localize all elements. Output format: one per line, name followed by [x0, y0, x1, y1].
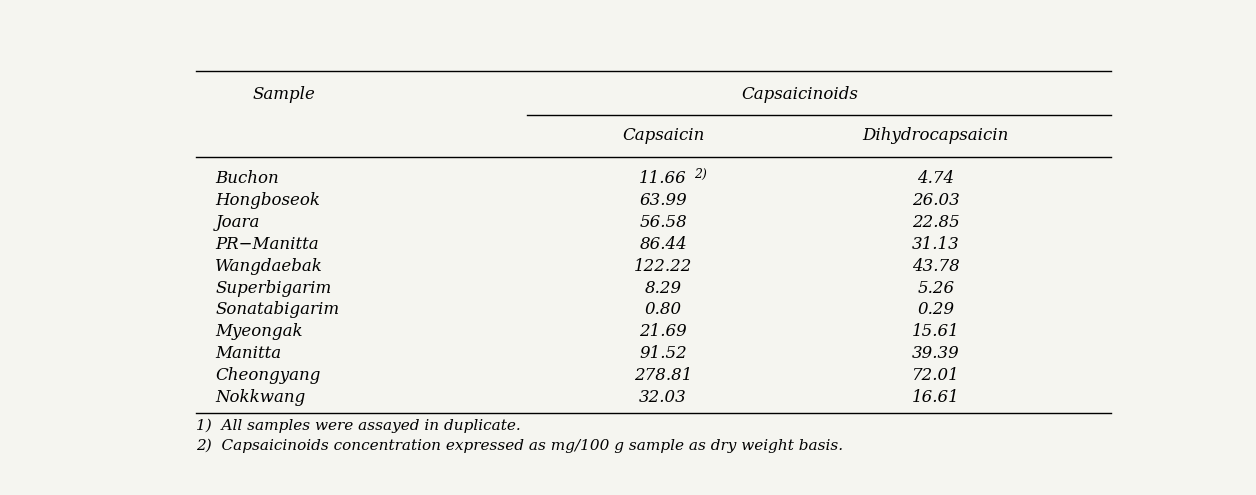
- Text: Capsaicinoids: Capsaicinoids: [741, 86, 858, 103]
- Text: Nokkwang: Nokkwang: [216, 389, 305, 406]
- Text: 16.61: 16.61: [912, 389, 960, 406]
- Text: Manitta: Manitta: [216, 345, 281, 362]
- Text: Sonatabigarim: Sonatabigarim: [216, 301, 339, 318]
- Text: 122.22: 122.22: [634, 258, 692, 275]
- Text: 32.03: 32.03: [639, 389, 687, 406]
- Text: 91.52: 91.52: [639, 345, 687, 362]
- Text: 31.13: 31.13: [912, 236, 960, 253]
- Text: Buchon: Buchon: [216, 170, 279, 188]
- Text: Capsaicin: Capsaicin: [622, 127, 705, 144]
- Text: 22.85: 22.85: [912, 214, 960, 231]
- Text: Superbigarim: Superbigarim: [216, 280, 332, 297]
- Text: 63.99: 63.99: [639, 192, 687, 209]
- Text: 5.26: 5.26: [917, 280, 955, 297]
- Text: Joara: Joara: [216, 214, 260, 231]
- Text: 2)  Capsaicinoids concentration expressed as mg/100 g sample as dry weight basis: 2) Capsaicinoids concentration expressed…: [196, 439, 843, 453]
- Text: 15.61: 15.61: [912, 323, 960, 340]
- Text: 43.78: 43.78: [912, 258, 960, 275]
- Text: 0.29: 0.29: [917, 301, 955, 318]
- Text: 26.03: 26.03: [912, 192, 960, 209]
- Text: 39.39: 39.39: [912, 345, 960, 362]
- Text: 4.74: 4.74: [917, 170, 955, 188]
- Text: Myeongak: Myeongak: [216, 323, 303, 340]
- Text: PR−Manitta: PR−Manitta: [216, 236, 319, 253]
- Text: 0.80: 0.80: [644, 301, 682, 318]
- Text: Cheongyang: Cheongyang: [216, 367, 320, 384]
- Text: Dihydrocapsaicin: Dihydrocapsaicin: [863, 127, 1009, 144]
- Text: 86.44: 86.44: [639, 236, 687, 253]
- Text: Sample: Sample: [252, 86, 315, 103]
- Text: 2): 2): [695, 168, 707, 181]
- Text: 278.81: 278.81: [634, 367, 692, 384]
- Text: Hongboseok: Hongboseok: [216, 192, 320, 209]
- Text: 21.69: 21.69: [639, 323, 687, 340]
- Text: 56.58: 56.58: [639, 214, 687, 231]
- Text: 8.29: 8.29: [644, 280, 682, 297]
- Text: 72.01: 72.01: [912, 367, 960, 384]
- Text: 11.66: 11.66: [639, 170, 687, 188]
- Text: 1)  All samples were assayed in duplicate.: 1) All samples were assayed in duplicate…: [196, 419, 521, 433]
- Text: Wangdaebak: Wangdaebak: [216, 258, 323, 275]
